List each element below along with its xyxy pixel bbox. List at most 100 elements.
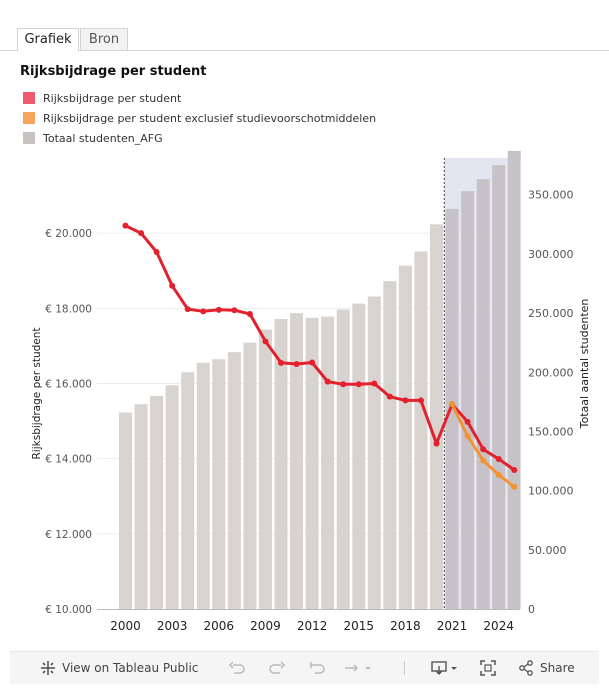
- bar-totaal-studenten: [196, 362, 210, 609]
- bar-totaal-studenten: [290, 313, 304, 609]
- x-tick-label: 2006: [204, 619, 235, 633]
- tab-bron[interactable]: Bron: [80, 28, 128, 50]
- refresh-button[interactable]: [343, 652, 373, 684]
- y-right-tick-label: 150.000: [528, 425, 574, 438]
- redo-button[interactable]: [268, 652, 286, 684]
- y-right-tick-label: 100.000: [528, 485, 574, 498]
- x-tick-label: 2000: [110, 619, 141, 633]
- line-exclusief-point: [464, 433, 471, 440]
- line-rijksbijdrage-point: [184, 306, 191, 313]
- bar-totaal-studenten: [367, 296, 381, 609]
- legend-label: Totaal studenten_AFG: [43, 131, 163, 145]
- y-right-tick-label: 300.000: [528, 248, 574, 261]
- chart-title: Rijksbijdrage per student: [20, 64, 207, 79]
- line-rijksbijdrage-point: [231, 307, 238, 314]
- tableau-logo-icon: [41, 661, 55, 675]
- line-exclusief-point: [511, 483, 518, 490]
- bar-totaal-studenten: [119, 412, 132, 609]
- refresh-icon: [345, 664, 371, 672]
- line-rijksbijdrage-point: [433, 440, 440, 447]
- line-exclusief-point: [495, 471, 502, 478]
- legend-item-rijksbijdrage[interactable]: Rijksbijdrage per student: [23, 90, 181, 106]
- y-right-tick-label: 0: [528, 603, 535, 616]
- bar-totaal-studenten: [134, 404, 148, 609]
- y-left-tick-label: € 12.000: [45, 529, 92, 541]
- toolbar-divider: [404, 661, 405, 675]
- x-tick-label: 2015: [343, 619, 374, 633]
- line-rijksbijdrage-point: [386, 393, 393, 400]
- line-rijksbijdrage-point: [169, 282, 176, 289]
- fullscreen-button[interactable]: [480, 652, 496, 684]
- bar-totaal-studenten: [305, 317, 319, 609]
- line-rijksbijdrage-point: [262, 338, 269, 345]
- line-rijksbijdrage-point: [340, 381, 347, 388]
- x-tick-label: 2009: [250, 619, 281, 633]
- revert-icon: [310, 662, 325, 674]
- legend-swatch: [23, 112, 35, 124]
- y-left-tick-label: € 18.000: [45, 303, 92, 315]
- line-rijksbijdrage-point: [511, 466, 518, 473]
- bar-totaal-studenten: [212, 359, 226, 609]
- share-label: Share: [540, 661, 575, 675]
- legend-item-totaal-studenten[interactable]: Totaal studenten_AFG: [23, 130, 163, 146]
- bar-totaal-studenten: [507, 150, 521, 609]
- share-button[interactable]: Share: [518, 652, 575, 684]
- y-left-axis-title: Rijksbijdrage per student: [31, 328, 43, 460]
- bar-totaal-studenten: [414, 251, 428, 609]
- line-exclusief-point: [480, 457, 487, 464]
- line-rijksbijdrage-point: [324, 378, 331, 385]
- x-tick-label: 2018: [390, 619, 421, 633]
- bar-totaal-studenten: [398, 265, 412, 609]
- legend-label: Rijksbijdrage per student: [43, 91, 182, 105]
- bar-totaal-studenten: [274, 318, 288, 609]
- legend-swatch: [23, 92, 35, 104]
- x-tick-label: 2012: [297, 619, 328, 633]
- tableau-toolbar: View on Tableau Public Share: [10, 651, 599, 684]
- y-right-axis-title: Totaal aantal studenten: [578, 299, 591, 430]
- line-rijksbijdrage-point: [122, 222, 129, 229]
- line-rijksbijdrage-point: [495, 456, 502, 463]
- bar-totaal-studenten: [165, 385, 179, 609]
- x-tick-label: 2021: [437, 619, 468, 633]
- line-rijksbijdrage-point: [278, 359, 284, 366]
- line-rijksbijdrage-point: [138, 230, 145, 237]
- line-rijksbijdrage-point: [417, 397, 424, 404]
- combo-chart[interactable]: 2000 2003 2006 2009 2012 2015 2018 2021 2024 € 10…: [0, 150, 609, 650]
- y-left-tick-label: € 16.000: [45, 379, 92, 391]
- y-right-tick-label: 200.000: [528, 366, 574, 379]
- bar-totaal-studenten: [445, 208, 459, 609]
- line-rijksbijdrage-point: [153, 248, 160, 255]
- bar-totaal-studenten: [258, 329, 272, 609]
- line-rijksbijdrage-point: [355, 381, 362, 388]
- line-rijksbijdrage-point: [464, 418, 471, 425]
- bar-totaal-studenten: [150, 395, 164, 609]
- bar-totaal-studenten: [383, 281, 397, 609]
- revert-button[interactable]: [308, 652, 326, 684]
- view-on-tableau-button[interactable]: View on Tableau Public: [40, 652, 198, 684]
- line-rijksbijdrage-point: [293, 360, 300, 367]
- fullscreen-icon: [480, 660, 496, 676]
- bar-totaal-studenten: [243, 342, 257, 609]
- share-icon: [519, 660, 533, 676]
- x-tick-label: 2003: [157, 619, 188, 633]
- line-rijksbijdrage-point: [309, 359, 316, 366]
- y-left-tick-label: € 14.000: [45, 454, 92, 466]
- bar-totaal-studenten: [430, 224, 443, 610]
- undo-button[interactable]: [228, 652, 246, 684]
- undo-icon: [228, 661, 245, 674]
- line-rijksbijdrage-point: [371, 380, 378, 387]
- legend-item-exclusief[interactable]: Rijksbijdrage per student exclusief stud…: [23, 110, 376, 126]
- download-icon: [431, 661, 457, 675]
- y-right-tick-label: 350.000: [528, 189, 574, 202]
- line-rijksbijdrage-point: [246, 310, 253, 317]
- line-rijksbijdrage-point: [480, 446, 487, 453]
- y-left-tick-label: € 10.000: [45, 604, 92, 616]
- download-button[interactable]: [430, 652, 460, 684]
- line-rijksbijdrage-point: [200, 308, 207, 315]
- tab-grafiek[interactable]: Grafiek: [17, 28, 79, 51]
- line-rijksbijdrage-point: [215, 306, 222, 313]
- bar-totaal-studenten: [227, 352, 241, 609]
- x-tick-label: 2024: [483, 619, 514, 633]
- y-right-tick-label: 50.000: [528, 544, 567, 557]
- bar-totaal-studenten: [476, 179, 490, 610]
